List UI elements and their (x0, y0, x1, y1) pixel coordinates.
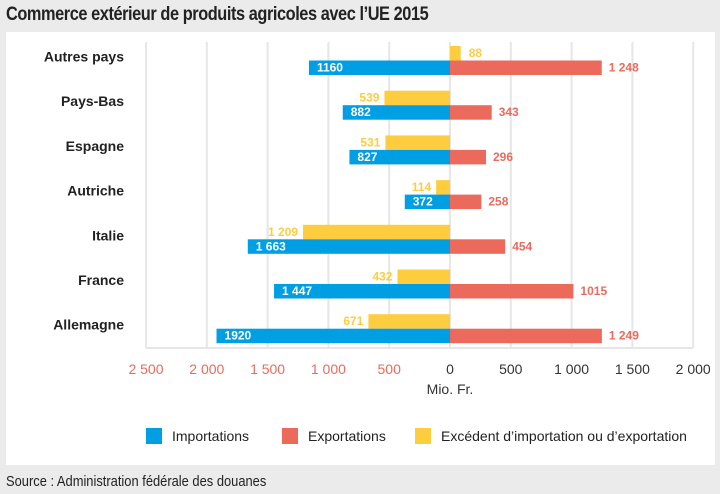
bar-imports (342, 105, 450, 120)
legend-label: Exportations (308, 428, 386, 444)
bar-surplus (368, 314, 450, 329)
category-label: Autriche (67, 183, 124, 199)
value-label-exports: 296 (493, 150, 513, 164)
category-label: Italie (92, 227, 124, 243)
bar-surplus (384, 90, 450, 106)
value-label-surplus: 1 209 (268, 225, 298, 239)
x-tick-label: 2 000 (676, 361, 711, 377)
bar-surplus (436, 180, 450, 195)
bar-exports (450, 328, 602, 344)
chart-panel: Autres pays Pays-Bas Espagne Autriche Italie… (6, 32, 715, 465)
bars (216, 46, 602, 344)
bar-exports (450, 60, 602, 75)
value-label-imports: 372 (413, 195, 433, 209)
legend: Importations Exportations Excédent d’impor… (146, 428, 687, 444)
value-label-imports: 1 447 (282, 284, 312, 298)
x-tick-label: 1 000 (311, 361, 346, 377)
bar-imports (216, 328, 450, 344)
bar-exports (450, 149, 486, 165)
value-label-exports: 1 249 (609, 329, 639, 343)
value-label-imports: 1160 (317, 61, 343, 75)
x-tick-label: 1 500 (250, 361, 285, 377)
chart-svg: Autres pays Pays-Bas Espagne Autriche Italie… (44, 42, 711, 444)
category-label: Autres pays (44, 49, 124, 65)
value-label-surplus: 539 (359, 91, 379, 105)
x-tick-label: 1 500 (615, 361, 650, 377)
bar-surplus (450, 46, 461, 61)
bar-imports (247, 239, 450, 254)
category-labels: Autres pays Pays-Bas Espagne Autriche Italie… (44, 49, 124, 333)
source-note: Source : Administration fédérale des dou… (6, 473, 267, 490)
value-label-exports: 454 (512, 239, 532, 253)
legend-swatch (282, 428, 298, 444)
bar-exports (450, 105, 492, 120)
bar-imports (349, 149, 450, 165)
category-label: Allemagne (53, 317, 124, 333)
bar-imports (404, 194, 450, 210)
legend-swatch (415, 428, 431, 444)
value-label-surplus: 671 (343, 314, 363, 328)
legend-swatch (146, 428, 162, 444)
x-tick-label: 500 (378, 361, 402, 377)
value-label-surplus: 88 (469, 46, 483, 60)
x-tick-label: 2 000 (189, 361, 224, 377)
legend-label: Importations (172, 428, 249, 444)
bar-imports (274, 284, 450, 299)
category-label: Pays-Bas (61, 93, 124, 109)
x-axis-label: Mio. Fr. (427, 381, 474, 397)
x-tick-label: 1 000 (554, 361, 589, 377)
value-label-imports: 882 (351, 105, 371, 119)
bar-exports (450, 284, 574, 299)
value-label-exports: 1015 (580, 284, 607, 298)
x-tick-label: 2 500 (128, 361, 163, 377)
legend-label: Excédent d’importation ou d’exportation (441, 428, 687, 444)
bar-surplus (302, 224, 450, 240)
value-label-surplus: 531 (360, 135, 380, 149)
x-tick-labels: 2 500 2 000 1 500 1 000 500 0 500 1 000 1 500 2 0… (128, 361, 710, 377)
value-label-exports: 1 248 (609, 61, 639, 75)
x-tick-label: 500 (499, 361, 523, 377)
value-label-exports: 258 (488, 195, 508, 209)
bar-surplus (397, 269, 450, 284)
value-label-surplus: 432 (372, 270, 392, 284)
x-tick-label: 0 (446, 361, 454, 377)
bar-exports (450, 194, 482, 210)
bar-surplus (385, 135, 450, 150)
bar-exports (450, 239, 506, 254)
category-label: France (78, 272, 124, 288)
category-label: Espagne (66, 138, 125, 154)
chart-title: Commerce extérieur de produits agricoles… (6, 4, 429, 25)
value-label-imports: 1 663 (256, 239, 286, 253)
value-label-imports: 1920 (225, 329, 252, 343)
value-label-imports: 827 (357, 150, 377, 164)
bar-imports (308, 60, 450, 75)
value-label-surplus: 114 (412, 180, 432, 194)
value-label-exports: 343 (499, 105, 519, 119)
